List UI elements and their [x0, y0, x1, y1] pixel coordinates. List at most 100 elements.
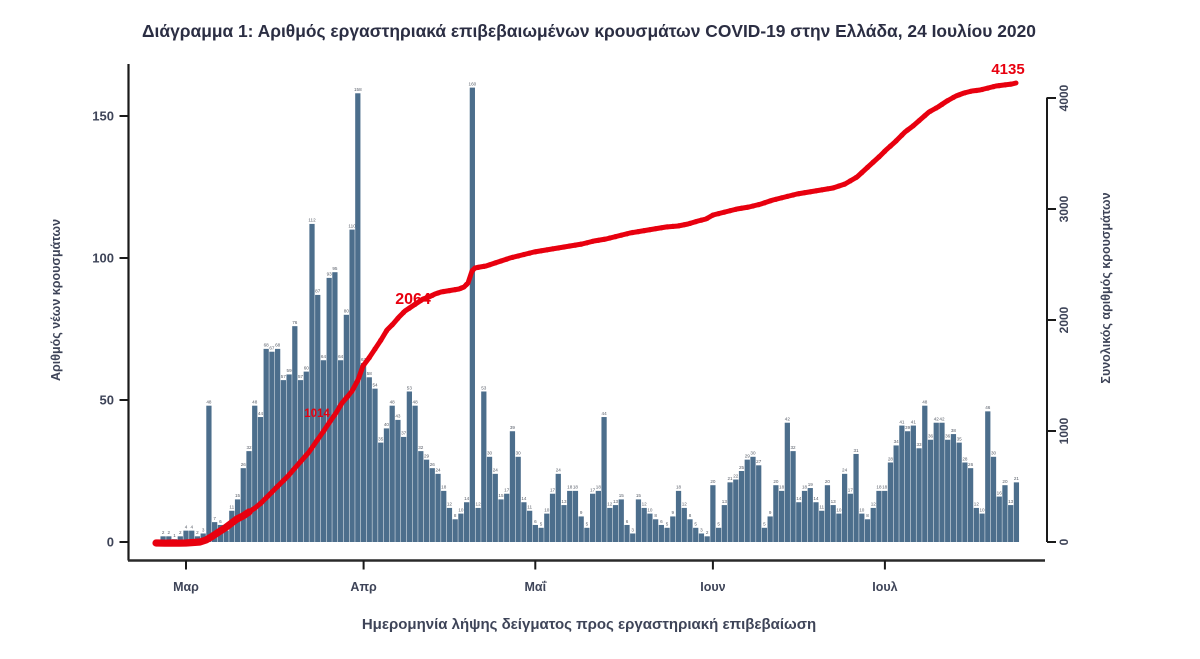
svg-text:18: 18: [676, 485, 682, 490]
svg-text:48: 48: [413, 399, 419, 404]
svg-text:4135: 4135: [991, 61, 1024, 78]
svg-text:8: 8: [454, 513, 457, 518]
svg-text:Μαΐ: Μαΐ: [525, 580, 547, 594]
svg-text:93: 93: [327, 272, 333, 277]
svg-text:4: 4: [185, 524, 188, 529]
svg-text:60: 60: [304, 365, 310, 370]
svg-text:10: 10: [859, 507, 865, 512]
svg-text:2: 2: [179, 530, 182, 535]
svg-text:3: 3: [700, 527, 703, 532]
svg-text:44: 44: [258, 411, 264, 416]
svg-text:32: 32: [246, 445, 252, 450]
svg-text:18: 18: [441, 485, 447, 490]
svg-text:87: 87: [315, 289, 321, 294]
svg-text:14: 14: [464, 496, 470, 501]
svg-text:43: 43: [395, 414, 401, 419]
svg-text:10: 10: [544, 507, 550, 512]
svg-text:9: 9: [672, 510, 675, 515]
svg-text:5: 5: [763, 522, 766, 527]
svg-text:63: 63: [361, 357, 367, 362]
svg-text:3: 3: [202, 527, 205, 532]
svg-text:39: 39: [905, 425, 911, 430]
svg-text:9: 9: [769, 510, 772, 515]
svg-text:14: 14: [796, 496, 802, 501]
svg-text:24: 24: [842, 468, 848, 473]
svg-text:3: 3: [631, 527, 634, 532]
svg-text:12: 12: [447, 502, 453, 507]
svg-text:2000: 2000: [1057, 306, 1071, 333]
svg-text:18: 18: [573, 485, 579, 490]
svg-text:48: 48: [390, 399, 396, 404]
svg-text:38: 38: [951, 428, 957, 433]
svg-text:48: 48: [206, 399, 212, 404]
svg-text:10: 10: [458, 507, 464, 512]
svg-text:5: 5: [540, 522, 543, 527]
svg-text:64: 64: [338, 354, 344, 359]
svg-text:Ιουν: Ιουν: [700, 580, 725, 594]
svg-text:15: 15: [636, 493, 642, 498]
svg-text:20: 20: [1002, 479, 1008, 484]
svg-text:64: 64: [321, 354, 327, 359]
svg-text:14: 14: [521, 496, 527, 501]
svg-text:12: 12: [607, 502, 613, 507]
svg-text:30: 30: [487, 451, 493, 456]
svg-text:6: 6: [626, 519, 629, 524]
svg-text:6: 6: [534, 519, 537, 524]
svg-text:12: 12: [476, 502, 482, 507]
svg-text:10: 10: [836, 507, 842, 512]
svg-text:19: 19: [808, 482, 814, 487]
svg-text:12: 12: [871, 502, 877, 507]
svg-text:5: 5: [717, 522, 720, 527]
svg-text:53: 53: [407, 385, 413, 390]
svg-text:34: 34: [894, 439, 900, 444]
svg-text:26: 26: [968, 462, 974, 467]
svg-text:12: 12: [682, 502, 688, 507]
svg-text:54: 54: [372, 382, 378, 387]
svg-text:32: 32: [791, 445, 797, 450]
svg-text:12: 12: [642, 502, 648, 507]
svg-text:68: 68: [264, 343, 270, 348]
svg-text:95: 95: [332, 266, 338, 271]
svg-text:Ιουλ: Ιουλ: [872, 580, 897, 594]
svg-text:8: 8: [866, 513, 869, 518]
svg-text:31: 31: [854, 448, 860, 453]
svg-text:100: 100: [92, 250, 114, 265]
svg-text:57: 57: [298, 374, 304, 379]
svg-text:57: 57: [281, 374, 287, 379]
svg-text:10: 10: [647, 507, 653, 512]
svg-text:50: 50: [100, 392, 114, 407]
svg-text:67: 67: [269, 346, 275, 351]
svg-text:13: 13: [831, 499, 837, 504]
svg-text:59: 59: [287, 368, 293, 373]
svg-text:35: 35: [378, 436, 384, 441]
svg-text:25: 25: [739, 465, 745, 470]
svg-text:18: 18: [882, 485, 888, 490]
svg-text:76: 76: [292, 320, 298, 325]
svg-text:6: 6: [219, 519, 222, 524]
svg-text:12: 12: [974, 502, 980, 507]
svg-text:158: 158: [354, 87, 362, 92]
svg-text:18: 18: [779, 485, 785, 490]
svg-text:110: 110: [348, 223, 356, 228]
svg-text:20: 20: [710, 479, 716, 484]
svg-text:16: 16: [997, 490, 1003, 495]
svg-text:30: 30: [516, 451, 522, 456]
svg-text:Μαρ: Μαρ: [173, 580, 199, 594]
svg-text:1: 1: [173, 533, 176, 538]
svg-text:44: 44: [602, 411, 608, 416]
svg-text:21: 21: [1014, 476, 1020, 481]
svg-text:28: 28: [962, 456, 968, 461]
svg-text:13: 13: [613, 499, 619, 504]
svg-text:2064: 2064: [395, 291, 431, 308]
svg-text:32: 32: [418, 445, 424, 450]
svg-text:15: 15: [498, 493, 504, 498]
svg-text:24: 24: [556, 468, 562, 473]
svg-text:11: 11: [229, 505, 234, 510]
svg-text:13: 13: [561, 499, 567, 504]
svg-text:18: 18: [567, 485, 573, 490]
svg-text:33: 33: [916, 442, 922, 447]
svg-text:10: 10: [979, 507, 985, 512]
svg-text:0: 0: [107, 534, 114, 549]
svg-text:Αριθμός νέων κρουσμάτων: Αριθμός νέων κρουσμάτων: [49, 219, 63, 381]
svg-text:28: 28: [888, 456, 894, 461]
